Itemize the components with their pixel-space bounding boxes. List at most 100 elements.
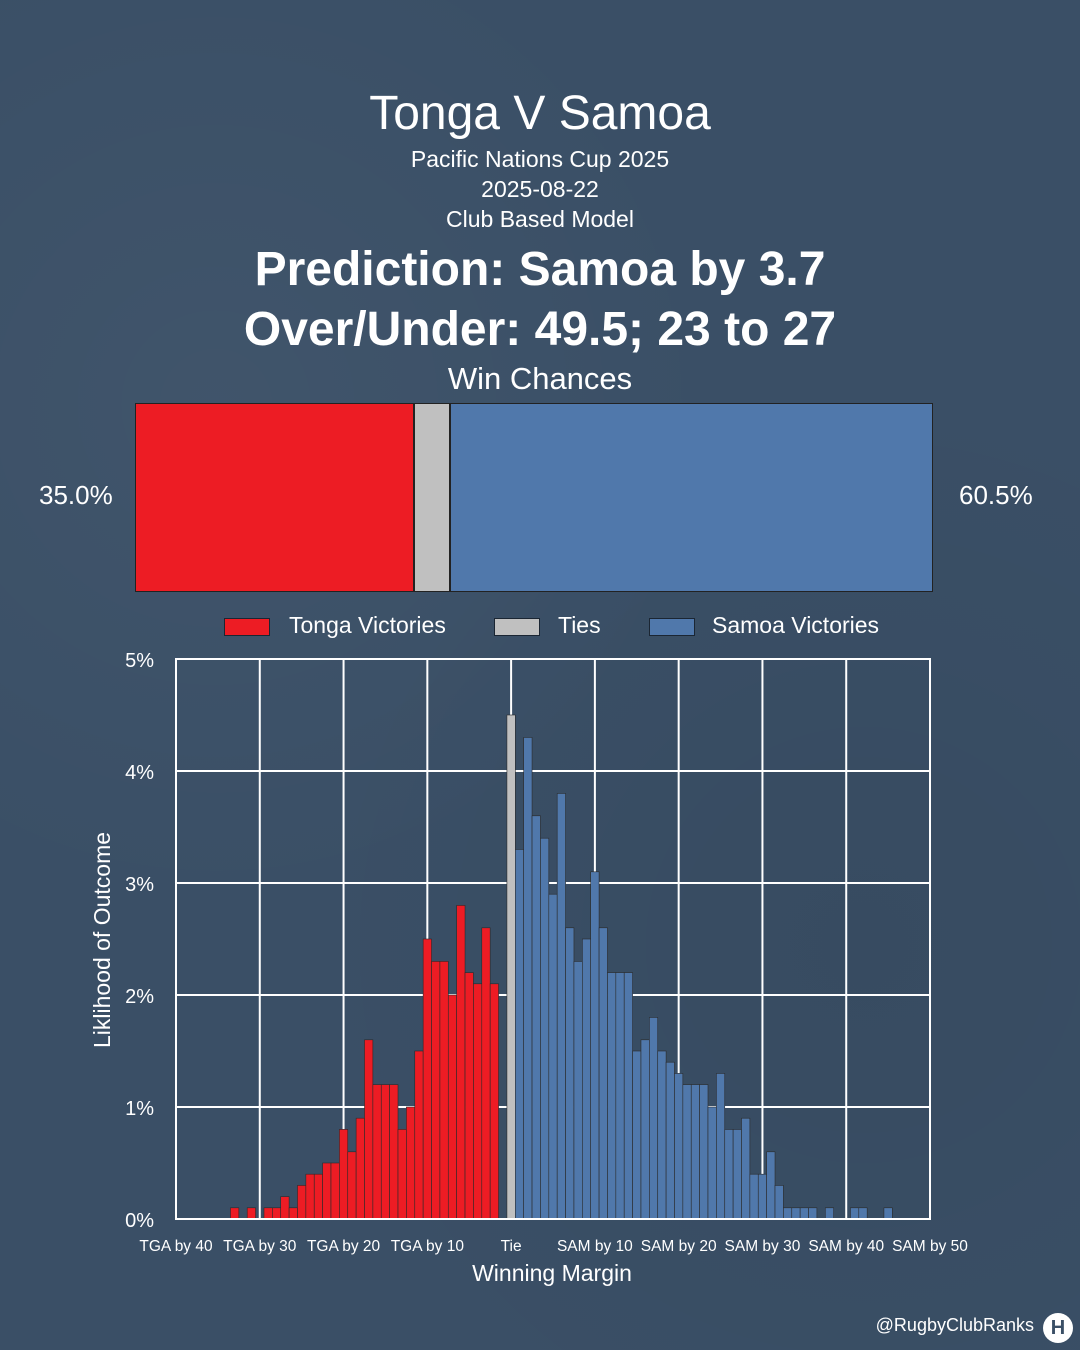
bar-samoa-victories (623, 972, 633, 1220)
brand-logo: H (1043, 1313, 1073, 1343)
bar-tonga-victories (280, 1196, 290, 1220)
bar-samoa-victories (674, 1073, 684, 1220)
bar-samoa-victories (590, 871, 600, 1220)
bar-tonga-victories (347, 1151, 357, 1220)
bar-tonga-victories (330, 1162, 340, 1220)
tonga-win-percent: 35.0% (39, 480, 113, 510)
legend-swatch-samoa (649, 618, 695, 636)
bar-tonga-victories (272, 1207, 282, 1220)
bar-samoa-victories (749, 1173, 759, 1220)
bar-samoa-victories (690, 1084, 700, 1220)
bar-samoa-victories (582, 938, 591, 1220)
bar-samoa-victories (640, 1039, 650, 1220)
x-tick-label: SAM by 40 (808, 1238, 884, 1255)
bar-tonga-victories (389, 1084, 399, 1220)
y-tick-label: 2% (125, 986, 154, 1008)
bar-samoa-victories (699, 1084, 709, 1220)
bar-tonga-victories (288, 1207, 298, 1220)
credit-text: @RugbyClubRanks (875, 1315, 1034, 1335)
bar-tonga-victories (297, 1185, 307, 1220)
x-tick-label: SAM by 50 (892, 1238, 968, 1255)
bar-tonga-victories (489, 983, 499, 1220)
bar-samoa-victories (682, 1084, 692, 1220)
bar-tonga-victories (406, 1106, 416, 1220)
bar-samoa-victories (607, 972, 617, 1220)
bar-samoa-victories (657, 1050, 667, 1220)
bar-tonga-victories (305, 1173, 315, 1220)
legend-label-ties: Ties (558, 612, 601, 638)
bar-samoa-victories (766, 1151, 776, 1220)
bar-samoa-victories (632, 1050, 642, 1220)
model-label: Club Based Model (446, 206, 634, 232)
match-date: 2025-08-22 (481, 176, 599, 202)
legend-swatch-ties (494, 618, 540, 636)
y-tick-label: 5% (125, 650, 154, 672)
bar-tonga-victories (364, 1039, 374, 1220)
bar-samoa-victories (883, 1207, 893, 1220)
competition-label: Pacific Nations Cup 2025 (410, 146, 670, 172)
bar-tonga-victories (230, 1207, 240, 1220)
win-bar-tonga-victories (135, 403, 415, 592)
bar-tonga-victories (473, 983, 483, 1220)
x-tick-label: TGA by 30 (223, 1238, 297, 1255)
bar-samoa-victories (565, 927, 575, 1220)
bar-samoa-victories (514, 849, 524, 1220)
bar-samoa-victories (707, 1106, 717, 1220)
bar-tonga-victories (322, 1162, 332, 1220)
bar-tonga-victories (447, 994, 457, 1220)
margin-histogram: 0% 1% 2% 3% 4% 5% TGA by 40 TGA by 30 TGA by 20… (89, 650, 968, 1286)
bar-samoa-victories (791, 1207, 801, 1220)
samoa-win-percent: 60.5% (959, 480, 1033, 510)
bar-tonga-victories (464, 972, 474, 1220)
x-tick-label: Tie (501, 1238, 522, 1255)
over-under-heading: Over/Under: 49.5; 23 to 27 (243, 303, 837, 356)
win-chances-title: Win Chances (447, 361, 633, 396)
y-tick-label: 3% (125, 874, 154, 896)
bar-tonga-victories (414, 1050, 424, 1220)
bar-samoa-victories (665, 1061, 675, 1220)
x-tick-label: TGA by 20 (307, 1238, 381, 1255)
plot-frame (175, 658, 931, 1220)
bar-tonga-victories (355, 1117, 365, 1220)
y-tick-label: 0% (125, 1210, 154, 1232)
bar-samoa-victories (732, 1129, 742, 1220)
win-bar-ties (414, 403, 451, 592)
bar-samoa-victories (615, 972, 625, 1220)
x-tick-labels: TGA by 40 TGA by 30 TGA by 20 TGA by 10 Tie S… (139, 1238, 968, 1255)
bar-tonga-victories (481, 927, 491, 1220)
bar-samoa-victories (858, 1207, 868, 1220)
bar-samoa-victories (850, 1207, 860, 1220)
legend-label-tonga: Tonga Victories (289, 612, 446, 638)
bar-tonga-victories (372, 1084, 382, 1220)
bar-samoa-victories (716, 1073, 726, 1220)
legend: Tonga Victories Ties Samoa Victories (0, 612, 1080, 642)
y-tick-label: 4% (125, 762, 154, 784)
bar-samoa-victories (724, 1129, 734, 1220)
bar-samoa-victories (649, 1017, 659, 1220)
bars (230, 714, 893, 1220)
bar-tonga-victories (439, 961, 449, 1220)
title: Tonga V Samoa (369, 87, 711, 140)
legend-swatch-tonga (224, 618, 270, 636)
x-tick-label: SAM by 10 (557, 1238, 633, 1255)
bar-samoa-victories (774, 1185, 784, 1220)
bar-samoa-victories (523, 737, 533, 1220)
x-tick-label: SAM by 30 (725, 1238, 801, 1255)
bar-tonga-victories (313, 1173, 323, 1220)
bar-samoa-victories (799, 1207, 809, 1220)
bar-ties (506, 714, 516, 1220)
bar-samoa-victories (824, 1207, 834, 1220)
x-tick-label: TGA by 40 (139, 1238, 213, 1255)
bar-tonga-victories (397, 1129, 407, 1220)
y-axis-label: Liklihood of Outcome (89, 832, 115, 1048)
bar-samoa-victories (741, 1117, 751, 1220)
bar-tonga-victories (339, 1129, 349, 1220)
bar-samoa-victories (548, 893, 558, 1220)
bar-tonga-victories (380, 1084, 390, 1220)
bar-samoa-victories (757, 1173, 767, 1220)
bar-samoa-victories (598, 927, 608, 1220)
win-bar-samoa-victories (450, 403, 933, 592)
bar-samoa-victories (808, 1207, 818, 1220)
bar-samoa-victories (531, 815, 541, 1220)
